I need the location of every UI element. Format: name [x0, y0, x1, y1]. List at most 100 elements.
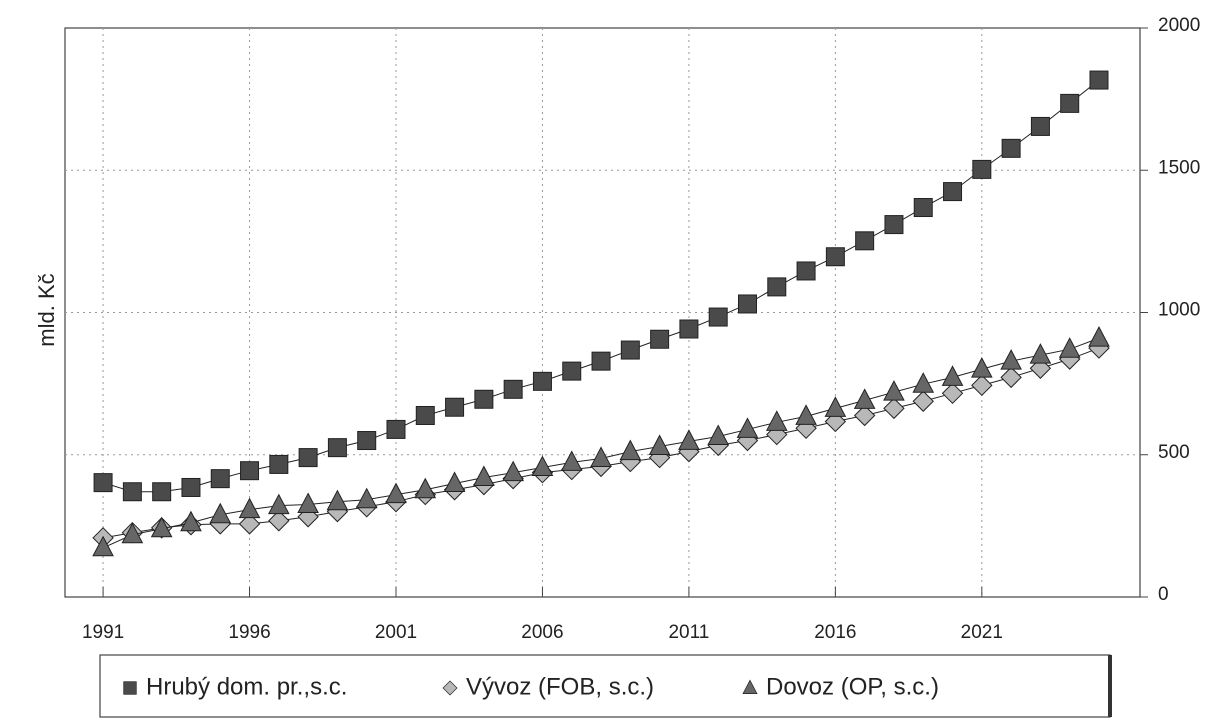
x-tick-label: 1991 [82, 622, 124, 643]
marker-triangle [1000, 349, 1022, 370]
marker-triangle [1088, 326, 1110, 347]
marker-triangle [941, 365, 964, 386]
marker-square [532, 371, 552, 391]
marker-square [679, 319, 699, 339]
marker-diamond [912, 390, 934, 412]
y-axis-label: mld. Kč [34, 273, 59, 346]
x-tick-label: 1996 [228, 622, 270, 643]
marker-triangle [736, 417, 759, 438]
marker-diamond [238, 513, 261, 535]
marker-triangle [443, 471, 466, 492]
y-tick-label: 1000 [1158, 300, 1200, 321]
marker-triangle [502, 460, 524, 482]
marker-diamond [1000, 366, 1022, 389]
marker-square [708, 307, 728, 327]
x-tick-label: 2006 [521, 622, 563, 643]
series-line [102, 79, 1100, 493]
y-tick-label: 0 [1158, 584, 1169, 605]
marker-triangle [414, 477, 437, 499]
legend-marker [123, 681, 137, 695]
marker-square [737, 294, 757, 314]
marker-triangle [765, 410, 788, 431]
legend-label: Vývoz (FOB, s.c.) [466, 673, 654, 700]
marker-square [122, 482, 142, 502]
marker-square [269, 454, 289, 474]
marker-square [943, 182, 963, 202]
x-tick-label: 2011 [668, 622, 709, 643]
marker-triangle [853, 388, 876, 409]
marker-triangle [912, 372, 935, 393]
marker-triangle [355, 487, 378, 509]
marker-square [152, 482, 172, 502]
marker-triangle [238, 497, 261, 519]
marker-triangle [531, 455, 554, 477]
marker-square [855, 231, 875, 251]
marker-diamond [883, 397, 905, 420]
legend-box [99, 654, 1111, 718]
legend-label: Hrubý dom. pr.,s.c. [146, 673, 347, 700]
marker-triangle [648, 434, 671, 455]
marker-square [240, 461, 260, 481]
legend-marker [442, 680, 458, 696]
marker-triangle [297, 492, 319, 514]
marker-triangle [590, 446, 612, 467]
marker-square [181, 477, 201, 497]
legend-label: Dovoz (OP, s.c.) [766, 673, 939, 700]
marker-square [1030, 116, 1050, 136]
marker-square [650, 329, 670, 349]
legend-marker [742, 679, 758, 694]
y-tick-label: 2000 [1158, 15, 1200, 36]
marker-triangle [121, 522, 144, 544]
marker-triangle [707, 424, 730, 446]
x-tick-label: 2016 [814, 622, 856, 643]
marker-square [591, 351, 611, 371]
marker-square [562, 361, 582, 381]
marker-square [1060, 93, 1080, 113]
marker-triangle [678, 429, 700, 450]
y-tick-label: 1500 [1158, 157, 1200, 178]
marker-square [503, 379, 523, 399]
marker-triangle [1029, 343, 1052, 364]
marker-square [474, 389, 494, 409]
marker-triangle [473, 465, 495, 487]
marker-square [327, 438, 347, 458]
marker-square [620, 340, 640, 360]
marker-diamond [268, 510, 290, 532]
marker-square [884, 215, 904, 235]
marker-square [796, 261, 816, 281]
marker-square [445, 397, 465, 417]
marker-square [357, 431, 377, 451]
marker-diamond [941, 382, 964, 405]
marker-square [1001, 138, 1021, 158]
marker-triangle [180, 510, 202, 532]
marker-triangle [970, 357, 993, 378]
marker-diamond [971, 374, 993, 397]
marker-square [1089, 70, 1109, 90]
marker-triangle [385, 482, 407, 504]
x-tick-label: 2001 [375, 622, 417, 643]
marker-square [386, 419, 406, 439]
marker-triangle [268, 493, 290, 515]
marker-square [210, 469, 230, 489]
marker-triangle [619, 439, 642, 461]
x-tick-label: 2021 [961, 622, 1003, 643]
marker-triangle [150, 516, 173, 538]
marker-triangle [560, 450, 583, 471]
marker-square [913, 198, 933, 218]
marker-diamond [853, 404, 876, 427]
y-tick-label: 500 [1158, 442, 1190, 463]
marker-square [298, 448, 318, 468]
marker-triangle [1058, 337, 1081, 358]
marker-triangle [824, 396, 847, 417]
marker-square [825, 247, 845, 267]
marker-triangle [883, 380, 905, 401]
marker-triangle [326, 489, 349, 511]
marker-triangle [209, 502, 232, 524]
marker-square [767, 277, 787, 297]
marker-square [972, 159, 992, 179]
marker-triangle [92, 535, 114, 557]
marker-square [93, 473, 113, 493]
marker-triangle [795, 404, 817, 425]
marker-square [415, 405, 435, 425]
